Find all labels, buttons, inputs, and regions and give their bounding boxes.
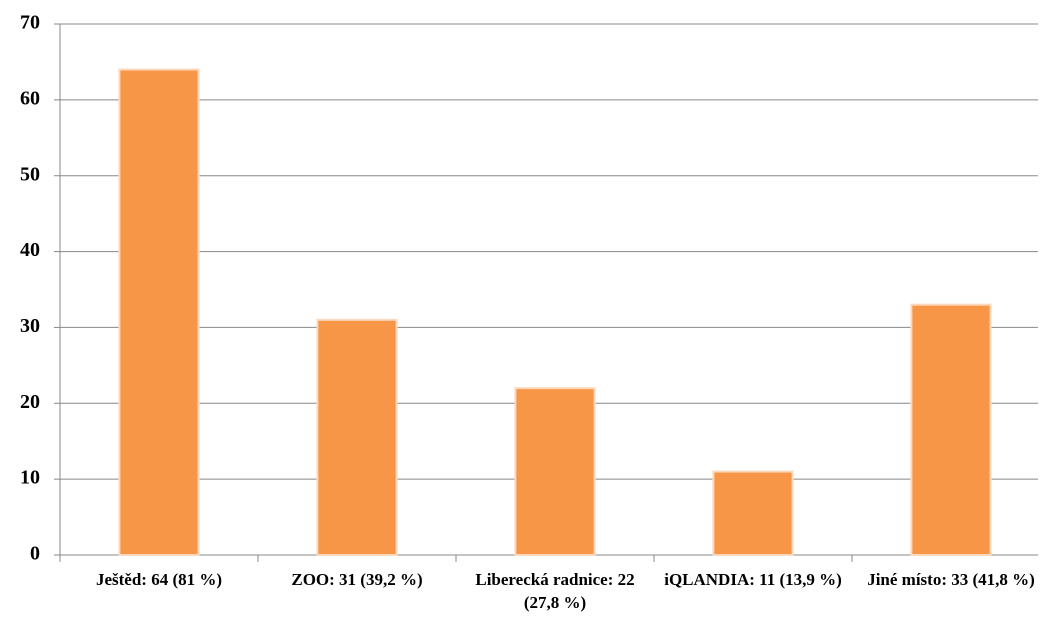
x-tick-label: Ještěd: 64 (81 %) <box>95 570 223 589</box>
bar <box>712 470 794 556</box>
y-tick-label: 50 <box>20 163 40 185</box>
y-tick-label: 40 <box>20 239 40 261</box>
y-tick-label: 60 <box>20 87 40 109</box>
x-tick-label: ZOO: 31 (39,2 %) <box>291 570 423 589</box>
x-tick-label: iQLANDIA: 11 (13,9 %) <box>664 570 842 589</box>
x-tick-label: Liberecká radnice: 22 (27,8 %) <box>475 570 635 612</box>
y-tick-label: 30 <box>20 315 40 337</box>
y-tick-label: 20 <box>20 391 40 413</box>
x-tick-label: Jiné místo: 33 (41,8 %) <box>867 570 1035 589</box>
bar <box>514 387 596 556</box>
bar <box>118 68 200 556</box>
y-tick-label: 0 <box>30 543 40 565</box>
bar <box>316 318 398 557</box>
y-tick-label: 10 <box>20 467 40 489</box>
y-tick-label: 70 <box>20 12 40 34</box>
bar <box>910 303 992 556</box>
